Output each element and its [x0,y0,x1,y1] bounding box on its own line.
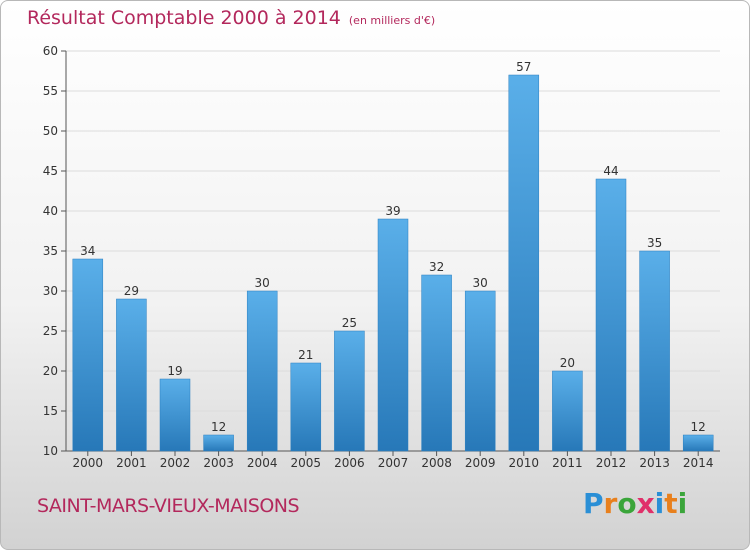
y-tick-label: 55 [43,84,58,98]
logo-letter: P [583,487,604,520]
x-tick-label: 2000 [73,456,104,470]
x-tick-label: 2003 [203,456,234,470]
bar-2013 [639,250,670,452]
data-label: 35 [647,236,662,250]
data-label: 39 [385,204,400,218]
x-tick-label: 2012 [596,456,627,470]
proxiti-logo[interactable]: Proxiti [583,487,687,520]
x-tick-label: 2005 [291,456,322,470]
x-tick-label: 2001 [116,456,147,470]
data-label: 44 [603,164,618,178]
data-label: 34 [80,244,95,258]
bar-2002 [159,378,191,452]
data-label: 57 [516,60,531,74]
x-tick-label: 2004 [247,456,278,470]
data-label: 30 [473,276,488,290]
x-tick-label: 2011 [552,456,583,470]
y-tick-label: 30 [43,284,58,298]
bar-2006 [334,330,365,452]
data-label: 12 [211,420,226,434]
logo-letter: i [654,487,665,520]
data-label: 32 [429,260,444,274]
y-tick-label: 20 [43,364,58,378]
bar-2005 [290,362,322,452]
bar-2003 [203,434,234,452]
logo-letter: x [636,487,655,520]
logo-letter: o [617,487,637,520]
data-label: 12 [691,420,706,434]
data-label: 21 [298,348,313,362]
data-label: 19 [167,364,182,378]
y-tick-label: 60 [43,44,58,58]
y-tick-label: 50 [43,124,58,138]
bar-2001 [116,298,147,452]
bar-2009 [464,290,496,452]
y-tick-label: 25 [43,324,58,338]
bar-2000 [72,258,104,452]
place-name: SAINT-MARS-VIEUX-MAISONS [37,495,300,517]
y-tick-label: 15 [43,404,58,418]
bar-2011 [552,370,583,452]
x-tick-label: 2010 [509,456,540,470]
y-tick-label: 35 [43,244,58,258]
chart-title: Résultat Comptable 2000 à 2014 (en millie… [27,7,435,29]
x-tick-label: 2006 [334,456,365,470]
x-tick-label: 2013 [639,456,670,470]
y-tick-label: 45 [43,164,58,178]
x-tick-label: 2002 [160,456,191,470]
bar-2012 [595,178,627,452]
data-label: 30 [255,276,270,290]
bar-2010 [508,74,540,452]
logo-letter: t [664,487,678,520]
bar-2007 [377,218,409,452]
data-label: 29 [124,284,139,298]
x-tick-label: 2007 [378,456,409,470]
logo-letter: r [603,487,618,520]
bar-2008 [421,274,452,452]
x-tick-label: 2008 [421,456,452,470]
title-text: Résultat Comptable 2000 à 2014 [27,7,341,29]
bar-2004 [246,290,278,452]
logo-letter: i [677,487,688,520]
y-tick-label: 10 [43,444,58,458]
chart-subtitle: (en milliers d'€) [348,14,436,27]
x-tick-label: 2014 [683,456,714,470]
x-tick-label: 2009 [465,456,496,470]
bar-2014 [682,434,714,452]
data-label: 20 [560,356,575,370]
data-label: 25 [342,316,357,330]
y-tick-label: 40 [43,204,58,218]
